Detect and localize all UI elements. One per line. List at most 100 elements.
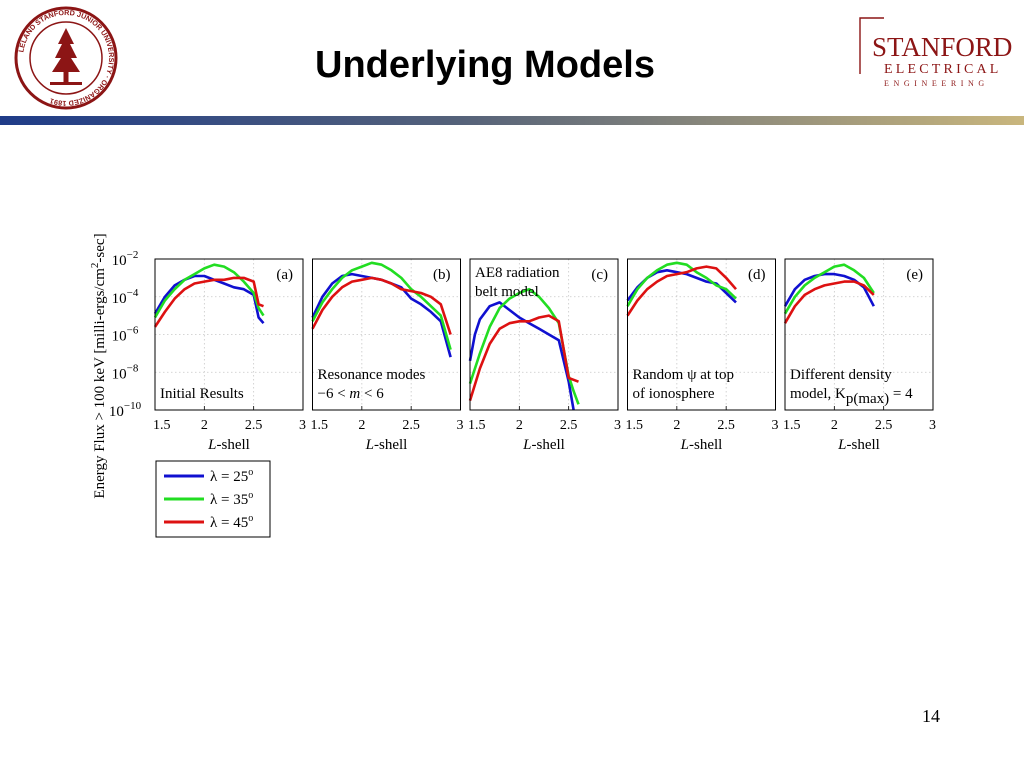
panel-e: 1.5 2 2.5 3 L-shell (e) Different density model… — [783, 258, 936, 453]
x-tick-label: 2 — [358, 418, 365, 433]
y-tick-label: 10−8 — [112, 362, 139, 382]
x-tick-label: 1.5 — [468, 418, 486, 433]
x-tick-label: 3 — [614, 418, 621, 433]
y-tick-exp: −8 — [127, 362, 139, 374]
panel-frame — [784, 258, 934, 411]
series-line — [153, 274, 265, 325]
x-axis-label-rest: -shell — [532, 437, 565, 453]
x-axis-label-rest: -shell — [847, 437, 880, 453]
x-tick-label: 2.5 — [560, 418, 578, 433]
x-tick-label: 3 — [929, 418, 936, 433]
x-tick-label: 1.5 — [626, 418, 644, 433]
x-axis-label-rest: -shell — [689, 437, 722, 453]
x-tick-label: 2.5 — [875, 418, 893, 433]
annotation-part: p(max) — [846, 391, 889, 407]
y-axis-label-sup: 2 — [89, 263, 101, 269]
panel-tag: (b) — [433, 267, 451, 283]
brand-engineering: ENGINEERING — [884, 79, 989, 88]
series-line — [783, 263, 875, 315]
x-tick-label: 2 — [831, 418, 838, 433]
x-axis-label-italic: L — [837, 437, 846, 453]
y-tick-base: 10 — [112, 291, 127, 307]
annotation-part: m — [349, 386, 360, 402]
y-tick-base: 10 — [109, 404, 124, 420]
y-tick-exp: −10 — [124, 400, 142, 412]
legend-label: λ = 45o — [210, 513, 253, 531]
x-tick-label: 2 — [673, 418, 680, 433]
brand-stanford: STANFORD — [872, 32, 1012, 62]
x-axis-label-italic: L — [365, 437, 374, 453]
stanford-seal-logo: LELAND STANFORD JUNIOR UNIVERSITY · ORGA… — [14, 6, 118, 110]
panel-frame — [469, 258, 619, 411]
x-axis-label-italic: L — [522, 437, 531, 453]
x-tick-label: 3 — [457, 418, 464, 433]
annotation-part: < 6 — [360, 386, 384, 402]
panel-b: 1.5 2 2.5 3 L-shell (b) Resonance modes −6 < m … — [311, 258, 464, 453]
tree-icon — [50, 28, 82, 85]
series-line — [468, 301, 575, 411]
y-axis-label: Energy Flux > 100 keV [milli-ergs/cm2-se… — [89, 233, 108, 498]
y-tick-label: 10−4 — [112, 287, 139, 307]
x-axis-label: L-shell — [207, 437, 250, 453]
x-tick-label: 2.5 — [245, 418, 263, 433]
panel-annotation: Random ψ at top — [633, 367, 734, 383]
x-tick-label: 2 — [516, 418, 523, 433]
page-number: 14 — [922, 706, 940, 726]
panel-tag: (a) — [276, 267, 293, 283]
annotation-part: = 4 — [889, 386, 913, 402]
x-tick-label: 3 — [299, 418, 306, 433]
panel-d: 1.5 2 2.5 3 L-shell (d) Random ψ at top of iono… — [626, 258, 779, 453]
legend-label-sup: o — [248, 467, 253, 478]
y-axis-label-main: Energy Flux > 100 keV [milli-ergs/cm — [92, 268, 108, 499]
series-line — [468, 314, 579, 401]
series-line — [153, 263, 265, 319]
legend-label-sup: o — [248, 490, 253, 501]
x-tick-label: 1.5 — [783, 418, 801, 433]
panel-annotation: Initial Results — [160, 386, 244, 402]
x-axis-label-rest: -shell — [374, 437, 407, 453]
panel-tag: (d) — [748, 267, 766, 283]
x-tick-label: 1.5 — [311, 418, 329, 433]
legend-label: λ = 35o — [210, 490, 253, 508]
panel-annotation: AE8 radiation — [475, 265, 560, 281]
panel-annotation: Resonance modes — [318, 367, 426, 383]
x-axis-label-italic: L — [207, 437, 216, 453]
y-tick-label: 10−2 — [112, 249, 139, 269]
annotation-part: −6 < — [318, 386, 350, 402]
series-line — [311, 276, 452, 335]
y-tick-exp: −2 — [127, 249, 139, 261]
x-axis-label: L-shell — [837, 437, 880, 453]
panel-annotation: of ionosphere — [633, 386, 715, 402]
y-tick-exp: −4 — [127, 287, 139, 299]
panel-tag: (c) — [591, 267, 608, 283]
y-tick-base: 10 — [112, 329, 127, 345]
x-tick-label: 2.5 — [717, 418, 735, 433]
series-line — [783, 280, 875, 324]
y-axis-label-end: -sec] — [92, 233, 108, 262]
y-tick-base: 10 — [112, 366, 127, 382]
panel-annotation: −6 < m < 6 — [318, 386, 385, 402]
y-tick-label: 10−6 — [112, 325, 139, 345]
annotation-part: model, K — [790, 386, 846, 402]
y-tick-label: 10−10 — [109, 400, 142, 420]
y-tick-exp: −6 — [127, 325, 139, 337]
panel-annotation: model, Kp(max) = 4 — [790, 386, 913, 407]
legend-label-text: λ = 35 — [210, 492, 248, 508]
header-band — [0, 116, 1024, 125]
x-tick-label: 2 — [201, 418, 208, 433]
x-tick-label: 2.5 — [402, 418, 420, 433]
legend-label: λ = 25o — [210, 467, 253, 485]
panel-c: 1.5 2 2.5 3 L-shell (c) AE8 radiation belt mode… — [468, 258, 621, 453]
series-line — [626, 261, 737, 307]
series-line — [626, 265, 737, 317]
legend-label-text: λ = 25 — [210, 469, 248, 485]
panel-tag: (e) — [906, 267, 923, 283]
legend-label-sup: o — [248, 513, 253, 524]
x-axis-label: L-shell — [522, 437, 565, 453]
stanford-ee-logo: STANFORD ELECTRICAL ENGINEERING — [859, 17, 1012, 88]
panel-annotation: belt model — [475, 284, 539, 300]
x-tick-label: 3 — [772, 418, 779, 433]
slide-title: Underlying Models — [315, 44, 655, 86]
